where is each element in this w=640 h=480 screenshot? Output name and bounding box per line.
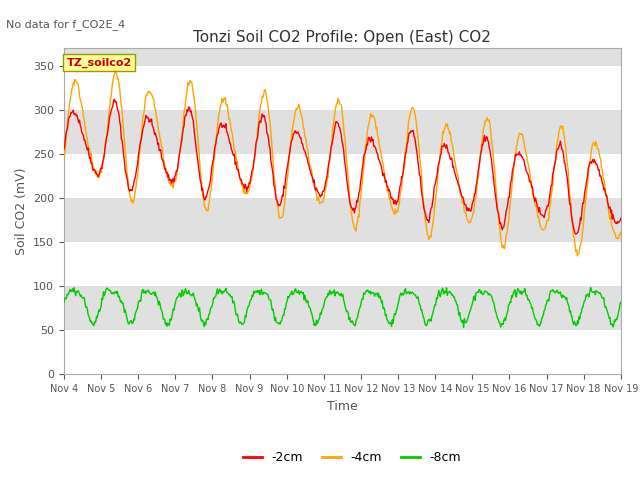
Legend: -2cm, -4cm, -8cm: -2cm, -4cm, -8cm (238, 446, 466, 469)
Bar (64, 22, 621, 66)
Text: No data for f_CO2E_4: No data for f_CO2E_4 (6, 19, 125, 30)
Y-axis label: Soil CO2 (mV): Soil CO2 (mV) (15, 168, 28, 255)
Bar (64, 198, 621, 242)
Bar (64, 110, 621, 154)
Title: Tonzi Soil CO2 Profile: Open (East) CO2: Tonzi Soil CO2 Profile: Open (East) CO2 (193, 30, 492, 46)
X-axis label: Time: Time (327, 400, 358, 413)
Text: TZ_soilco2: TZ_soilco2 (67, 58, 132, 68)
Bar (64, 286, 621, 330)
